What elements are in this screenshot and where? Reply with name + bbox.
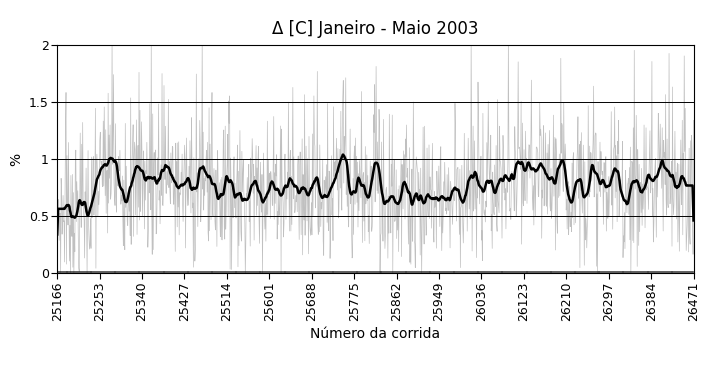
X-axis label: Número da corrida: Número da corrida xyxy=(310,327,440,341)
Title: Δ [C] Janeiro - Maio 2003: Δ [C] Janeiro - Maio 2003 xyxy=(272,20,478,38)
Y-axis label: %: % xyxy=(9,153,24,166)
